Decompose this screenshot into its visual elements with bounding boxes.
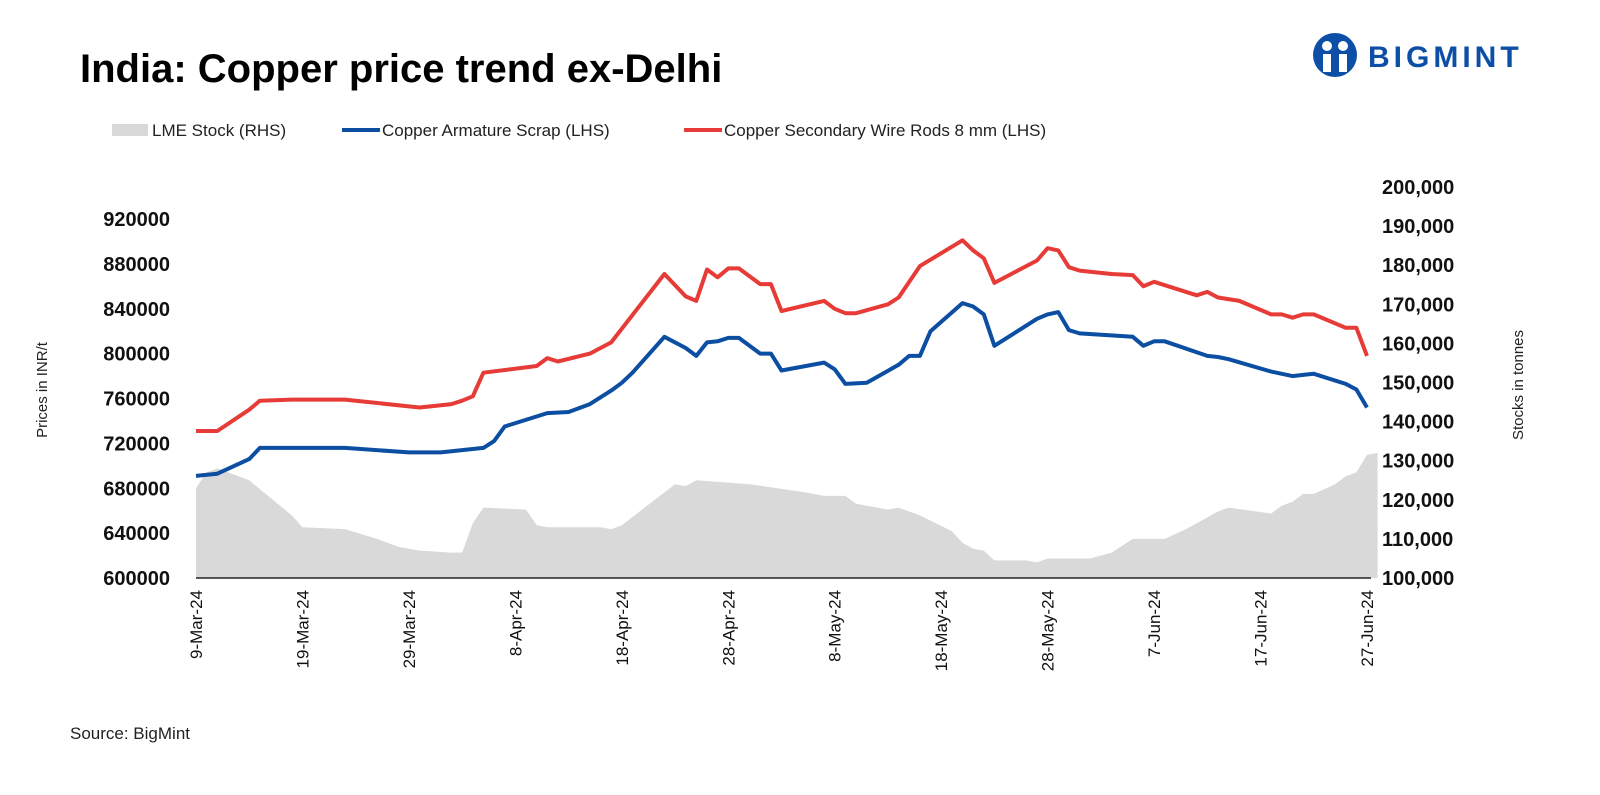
legend-item: Copper Armature Scrap (LHS) [342, 121, 610, 140]
y-right-tick-label: 160,000 [1382, 333, 1454, 355]
x-tick-label: 29-Mar-24 [400, 590, 419, 668]
y-right-tick-label: 120,000 [1382, 490, 1454, 512]
brand-name: BIGMINT [1368, 41, 1523, 74]
y-left-tick-label: 920000 [103, 209, 170, 231]
x-tick-label: 27-Jun-24 [1358, 590, 1377, 667]
series-area-lme-stock [196, 452, 1378, 578]
legend: LME Stock (RHS) Copper Armature Scrap (LH… [112, 121, 1046, 140]
x-tick-label: 9-Mar-24 [187, 590, 206, 659]
y-left-tick-label: 600000 [103, 568, 170, 590]
legend-item: LME Stock (RHS) [112, 121, 286, 140]
legend-label: LME Stock (RHS) [152, 121, 286, 140]
legend-label: Copper Secondary Wire Rods 8 mm (LHS) [724, 121, 1046, 140]
y-left-tick-label: 800000 [103, 344, 170, 366]
logo-icon [1313, 33, 1357, 77]
x-tick-label: 18-May-24 [932, 590, 951, 671]
x-tick-label: 18-Apr-24 [613, 590, 632, 666]
x-tick-label: 7-Jun-24 [1145, 590, 1164, 657]
brand-logo: BIGMINT [1313, 33, 1523, 77]
source-note: Source: BigMint [70, 724, 190, 743]
legend-swatch [112, 124, 148, 136]
y-left-tick-label: 640000 [103, 523, 170, 545]
x-tick-label: 17-Jun-24 [1252, 590, 1271, 667]
chart-title: India: Copper price trend ex-Delhi [80, 47, 722, 91]
y-right-tick-label: 190,000 [1382, 216, 1454, 238]
legend-item: Copper Secondary Wire Rods 8 mm (LHS) [684, 121, 1046, 140]
y-left-tick-label: 720000 [103, 433, 170, 455]
y-right-tick-label: 130,000 [1382, 451, 1454, 473]
y-axis-right-label: Stocks in tonnes [1510, 330, 1527, 440]
plot-area: 600000 640000 680000 720000 760000 800000 8400… [103, 177, 1454, 671]
y-right-tick-label: 110,000 [1382, 529, 1453, 551]
x-tick-label: 19-Mar-24 [293, 590, 312, 668]
y-left-tick-label: 840000 [103, 299, 170, 321]
x-tick-label: 8-May-24 [826, 590, 845, 662]
y-axis-left-label: Prices in INR/t [34, 341, 51, 438]
x-tick-label: 28-May-24 [1039, 590, 1058, 671]
y-right-tick-label: 100,000 [1382, 568, 1454, 590]
y-left-tick-label: 880000 [103, 254, 170, 276]
x-tick-label: 28-Apr-24 [719, 590, 738, 666]
y-right-tick-label: 170,000 [1382, 294, 1454, 316]
y-right-tick-label: 140,000 [1382, 412, 1454, 434]
x-tick-label: 8-Apr-24 [506, 590, 525, 656]
y-left-tick-label: 680000 [103, 478, 170, 500]
y-right-tick-label: 150,000 [1382, 373, 1454, 395]
series-line-wire-rods [196, 238, 1369, 433]
y-left-tick-label: 760000 [103, 389, 170, 411]
legend-label: Copper Armature Scrap (LHS) [382, 121, 610, 140]
y-right-tick-label: 200,000 [1382, 177, 1454, 199]
series-line-armature-scrap [195, 301, 1369, 478]
y-right-tick-label: 180,000 [1382, 255, 1454, 277]
